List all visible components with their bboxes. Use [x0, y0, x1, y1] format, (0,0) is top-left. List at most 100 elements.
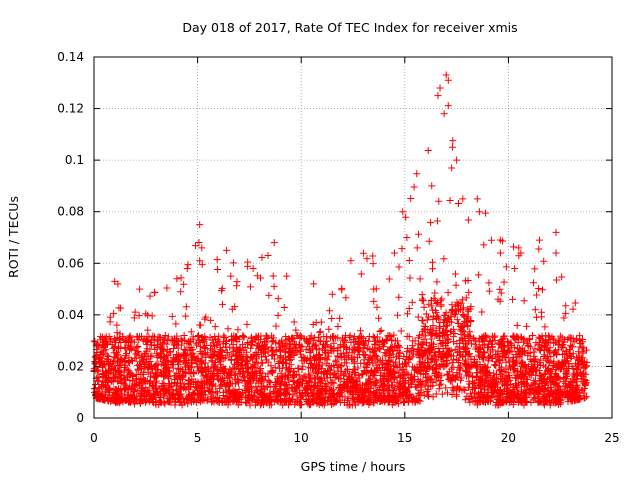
data-point	[413, 397, 421, 405]
data-point	[145, 360, 153, 368]
data-point	[551, 348, 559, 356]
data-point	[567, 352, 575, 360]
data-point	[358, 371, 366, 379]
data-point	[542, 332, 550, 340]
data-point	[376, 328, 384, 336]
data-point	[522, 397, 530, 405]
data-point	[239, 354, 247, 362]
data-point	[212, 335, 220, 343]
data-point	[573, 381, 581, 389]
data-point	[457, 374, 465, 382]
data-point	[247, 373, 255, 381]
data-point	[436, 84, 444, 92]
data-point	[521, 362, 529, 370]
data-point	[316, 378, 324, 386]
data-point	[295, 381, 303, 389]
data-point	[447, 352, 455, 360]
data-point	[114, 392, 122, 400]
data-point	[341, 370, 349, 378]
y-tick-label: 0.04	[57, 308, 84, 322]
data-point	[187, 364, 195, 372]
data-point	[254, 359, 262, 367]
data-point	[548, 386, 556, 394]
data-point	[435, 197, 443, 205]
grid-lines	[94, 57, 612, 418]
data-point	[196, 348, 204, 356]
data-point	[133, 333, 141, 341]
data-point	[117, 304, 125, 312]
data-point	[552, 228, 560, 236]
data-point	[95, 374, 103, 382]
data-point	[298, 366, 306, 374]
data-point	[423, 353, 431, 361]
data-point	[277, 353, 285, 361]
data-point	[417, 367, 425, 375]
data-point	[244, 394, 252, 402]
data-point	[157, 342, 165, 350]
data-point	[464, 313, 472, 321]
data-point	[535, 236, 543, 244]
data-point	[233, 360, 241, 368]
data-point	[535, 245, 543, 253]
data-point	[207, 316, 215, 324]
data-point	[556, 332, 564, 340]
data-point	[107, 378, 115, 386]
data-point	[369, 252, 377, 260]
data-point	[318, 361, 326, 369]
data-point	[432, 309, 440, 317]
data-point	[401, 379, 409, 387]
data-point	[432, 390, 440, 398]
data-point	[468, 386, 476, 394]
data-point	[498, 372, 506, 380]
data-point	[323, 388, 331, 396]
data-point	[469, 334, 477, 342]
data-point	[302, 389, 310, 397]
data-point	[343, 345, 351, 353]
data-point	[250, 360, 258, 368]
data-point	[370, 297, 378, 305]
data-point	[464, 351, 472, 359]
data-point	[253, 396, 261, 404]
data-point	[215, 338, 223, 346]
data-point	[573, 366, 581, 374]
data-point	[517, 249, 525, 257]
data-point	[240, 333, 248, 341]
data-point	[279, 359, 287, 367]
data-point	[413, 364, 421, 372]
data-point	[238, 376, 246, 384]
data-point	[373, 303, 381, 311]
data-point	[330, 400, 338, 408]
data-point	[246, 387, 254, 395]
data-point	[390, 249, 398, 257]
data-point	[529, 332, 537, 340]
data-point	[576, 343, 584, 351]
data-point	[439, 332, 447, 340]
data-point	[372, 377, 380, 385]
data-point	[408, 298, 416, 306]
data-point	[264, 252, 272, 260]
data-point	[322, 337, 330, 345]
data-point	[482, 209, 490, 217]
data-point	[535, 359, 543, 367]
data-point	[276, 396, 284, 404]
data-point	[430, 294, 438, 302]
data-point	[538, 286, 546, 294]
data-point	[98, 370, 106, 378]
y-tick-label: 0.06	[57, 256, 84, 270]
data-point	[181, 351, 189, 359]
data-point	[338, 286, 346, 294]
data-point	[365, 375, 373, 383]
data-point	[459, 311, 467, 319]
data-point	[180, 352, 188, 360]
data-point	[370, 372, 378, 380]
data-point	[444, 389, 452, 397]
data-point	[449, 137, 457, 145]
data-point	[146, 395, 154, 403]
data-point	[316, 396, 324, 404]
data-point	[370, 348, 378, 356]
data-point	[459, 304, 467, 312]
data-point	[150, 335, 158, 343]
data-point	[496, 236, 504, 244]
data-point	[192, 242, 200, 250]
data-point	[416, 347, 424, 355]
